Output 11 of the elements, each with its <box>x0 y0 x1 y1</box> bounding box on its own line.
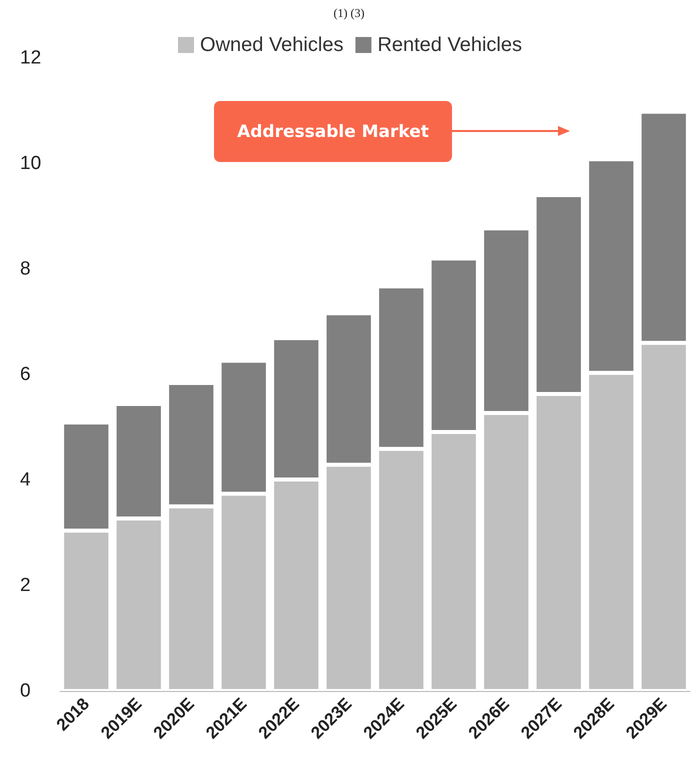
y-tick-label: 8 <box>20 258 31 280</box>
y-tick-label: 12 <box>20 48 42 68</box>
y-tick-label: 2 <box>20 575 31 596</box>
chart-title: (1) (3) <box>334 6 364 20</box>
y-tick-label: 0 <box>20 680 31 702</box>
legend-label: Rented Vehicles <box>377 34 522 56</box>
y-tick-label: 6 <box>20 364 31 385</box>
y-tick-label: 4 <box>20 470 31 490</box>
legend-label: Owned Vehicles <box>200 34 344 56</box>
y-tick-label: 10 <box>20 153 42 174</box>
callout: Addressable Market <box>214 101 452 162</box>
